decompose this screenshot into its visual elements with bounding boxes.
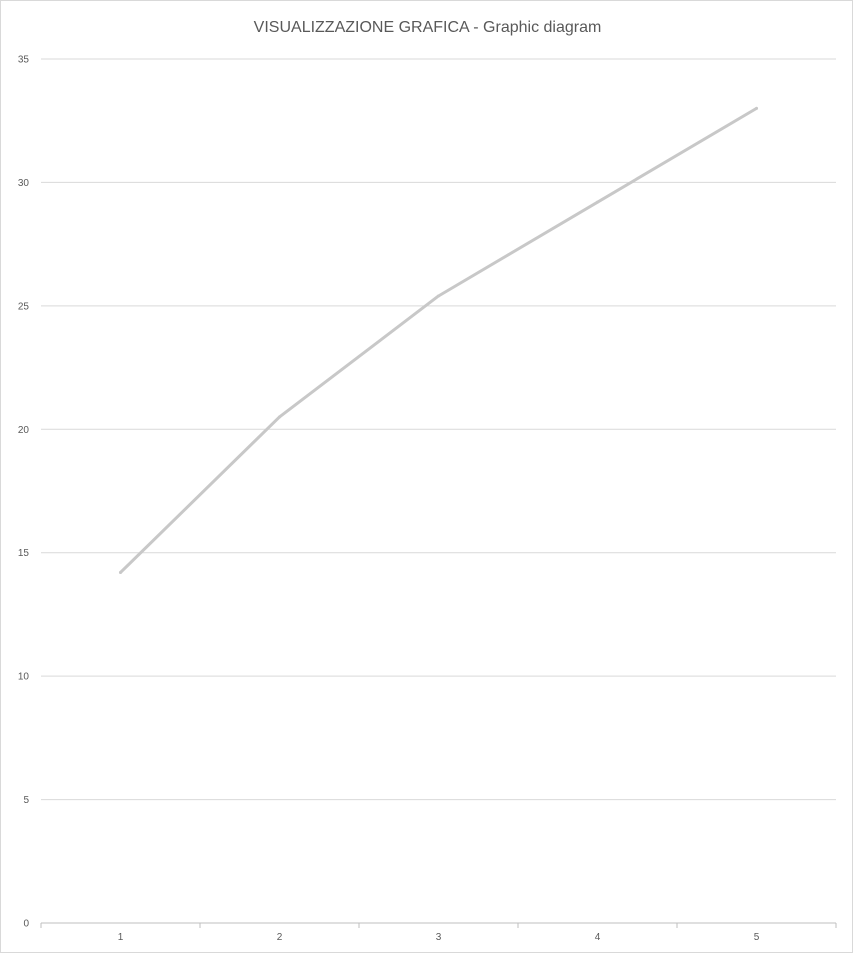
data-point	[755, 106, 758, 110]
gridlines	[41, 58, 836, 924]
y-tick-label: 0	[23, 919, 29, 930]
chart-title: VISUALIZZAZIONE GRAFICA - Graphic diagra…	[253, 19, 602, 36]
y-tick-label: 15	[18, 548, 30, 559]
x-tick-label: 5	[754, 932, 760, 943]
x-tick-label: 3	[436, 932, 442, 943]
x-tick-label: 4	[595, 932, 601, 943]
data-point	[119, 570, 122, 574]
data-point	[278, 415, 281, 419]
x-tick-label: 1	[118, 932, 124, 943]
y-tick-label: 35	[18, 55, 30, 66]
data-point	[596, 200, 599, 204]
x-tick-label: 2	[277, 932, 283, 943]
y-tick-label: 25	[18, 301, 30, 312]
y-tick-label: 5	[23, 795, 29, 806]
series-line	[119, 106, 758, 574]
y-tick-label: 10	[18, 672, 30, 683]
series-layer	[119, 106, 758, 574]
y-axis-ticks: 0 5 10 15 20 25 30 35	[18, 55, 30, 930]
x-axis-ticks: 1 2 3 4 5	[40, 923, 837, 943]
y-tick-label: 20	[18, 425, 30, 436]
y-tick-label: 30	[18, 178, 30, 189]
data-point	[437, 294, 440, 298]
